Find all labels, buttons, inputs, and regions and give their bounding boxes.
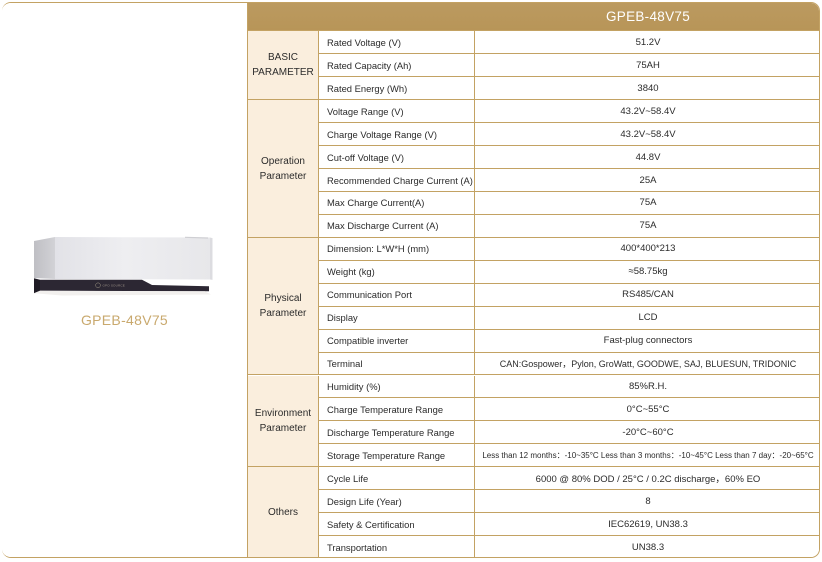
- svg-text:GPO SOURCE: GPO SOURCE: [103, 284, 125, 288]
